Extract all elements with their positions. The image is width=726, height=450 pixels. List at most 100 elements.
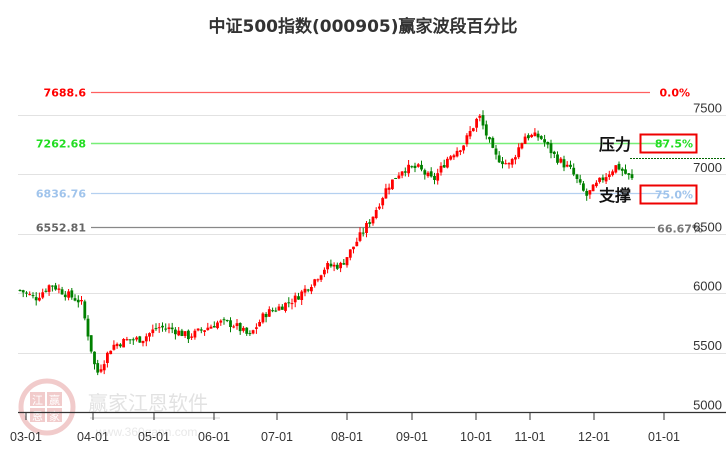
candle-up	[141, 340, 145, 344]
candle-up	[267, 309, 271, 317]
candle-up	[293, 295, 297, 303]
candle-up	[232, 326, 236, 328]
candle-up	[102, 364, 106, 371]
x-tick-label: 08-01	[331, 430, 363, 444]
candle-up	[109, 350, 113, 355]
candle-up	[303, 288, 307, 293]
watermark-url: www.360gann.com	[95, 425, 197, 439]
candle-up	[300, 291, 304, 300]
candle-up	[514, 157, 517, 160]
candle-up	[407, 164, 410, 174]
chart-title: 中证500指数(000905)赢家波段百分比	[208, 17, 518, 37]
x-tick-label: 09-01	[396, 430, 428, 444]
candle-down	[543, 139, 546, 143]
candle-down	[271, 310, 274, 312]
candle-down	[73, 298, 77, 301]
candle-down	[552, 151, 556, 154]
candle-down	[131, 339, 135, 341]
candle-up	[122, 339, 125, 348]
candle-up	[106, 352, 109, 363]
candle-down	[21, 290, 25, 293]
candle-up	[504, 163, 508, 165]
candle-down	[18, 290, 22, 291]
candle-down	[287, 302, 291, 304]
candle-down	[562, 159, 566, 168]
candle-up	[135, 337, 138, 340]
candle-up	[452, 155, 456, 158]
x-tick-label: 06-01	[198, 430, 230, 444]
level-price-66-67: 6552.81	[36, 222, 86, 235]
resistance-label: 压力	[599, 135, 631, 154]
candle-up	[565, 164, 569, 167]
candle-down	[34, 297, 38, 301]
candle-up	[316, 279, 320, 281]
candle-up	[455, 150, 459, 157]
candle-up	[355, 241, 359, 247]
candle-down	[63, 294, 67, 298]
candle-down	[187, 330, 190, 340]
candle-down	[70, 290, 74, 298]
x-tick-label: 07-01	[261, 430, 293, 444]
y-tick-label: 5500	[693, 338, 722, 353]
candle-up	[261, 313, 265, 323]
level-pct-66-67: 66.67%	[657, 223, 703, 236]
x-tick-label: 04-01	[77, 430, 109, 444]
candle-down	[161, 325, 164, 328]
candle-down	[119, 344, 122, 347]
candle-down	[54, 285, 57, 290]
candle-down	[481, 115, 485, 126]
candle-up	[348, 249, 352, 258]
candle-up	[475, 118, 478, 128]
candle-up	[391, 179, 394, 190]
candle-down	[164, 328, 168, 330]
candle-up	[607, 174, 611, 177]
candle-down	[420, 164, 423, 170]
x-tick-label: 05-01	[138, 430, 170, 444]
candle-up	[436, 173, 440, 181]
candle-down	[154, 328, 158, 330]
candle-down	[93, 351, 96, 365]
candle-up	[251, 330, 255, 334]
candle-down	[575, 174, 579, 179]
candle-down	[403, 171, 407, 173]
candle-down	[248, 333, 252, 335]
candle-down	[361, 232, 365, 234]
candle-up	[47, 285, 51, 292]
seal-char: 江	[32, 394, 43, 407]
level-pct-87-5: 87.5%	[655, 138, 693, 151]
candlestick-series	[18, 110, 634, 376]
candle-up	[323, 269, 326, 275]
candle-up	[510, 159, 514, 165]
candle-down	[225, 320, 229, 321]
candle-up	[604, 177, 608, 182]
y-tick-label: 6000	[693, 279, 722, 294]
level-lines	[91, 91, 726, 229]
candle-down	[585, 191, 589, 196]
candle-down	[297, 296, 300, 300]
candle-down	[394, 178, 397, 179]
y-tick-label: 7500	[693, 101, 722, 116]
candle-up	[559, 158, 563, 163]
candle-up	[80, 300, 83, 302]
candle-down	[31, 295, 35, 297]
candle-up	[478, 115, 482, 118]
x-tick-label: 01-01	[648, 430, 680, 444]
candle-up	[209, 326, 213, 329]
candle-up	[591, 184, 595, 192]
candle-up	[614, 165, 618, 173]
candle-down	[630, 174, 634, 179]
support-label: 支撑	[598, 186, 631, 205]
candle-up	[517, 147, 521, 158]
candle-down	[501, 161, 504, 165]
seal-char: 赢	[49, 393, 60, 407]
candle-down	[546, 142, 550, 145]
candle-down	[180, 330, 184, 336]
candle-down	[199, 329, 203, 331]
candle-down	[433, 175, 436, 180]
candle-up	[352, 246, 355, 250]
candle-down	[274, 310, 278, 312]
candle-up	[242, 327, 245, 331]
candle-up	[125, 339, 129, 341]
candle-down	[86, 318, 90, 337]
candle-down	[170, 327, 174, 330]
